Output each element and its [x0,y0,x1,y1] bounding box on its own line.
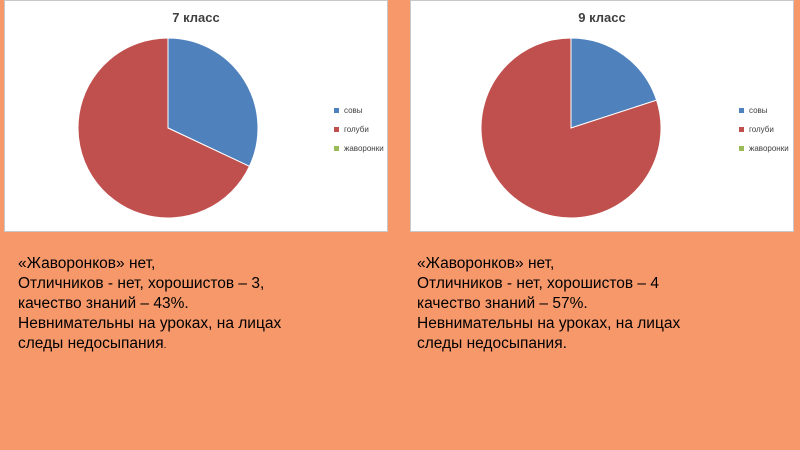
legend-item-pigeons: голуби [334,120,384,139]
caption-text: следы недосыпания [18,335,164,352]
legend-swatch [739,108,744,113]
legend-swatch [334,108,339,113]
legend-label: совы [344,106,363,115]
legend-item-owls: совы [739,101,789,120]
caption-line: «Жаворонков» нет, [18,255,156,272]
slice-pigeons [480,37,662,219]
caption-line: Невнимательны на уроках, на лицах [18,315,282,332]
legend-swatch [334,146,339,151]
legend-label: жаворонки [749,144,789,153]
legend-item-larks: жаворонки [739,139,789,158]
caption-line: Невнимательны на уроках, на лицах [417,315,681,332]
legend-swatch [739,146,744,151]
caption-period: . [163,340,167,351]
caption-7-class: «Жаворонков» нет, Отличников - нет, хоро… [18,254,281,356]
chart-panel-9-class: 9 класс совы голуби жаворонки [410,0,794,232]
legend-swatch [739,127,744,132]
caption-line: следы недосыпания. [18,334,281,356]
legend-item-pigeons: голуби [739,120,789,139]
caption-line: Отличников - нет, хорошистов – 4 [417,275,659,292]
legend: совы голуби жаворонки [739,101,789,158]
slice-owls [570,37,658,129]
legend-label: совы [749,106,768,115]
legend-label: голуби [749,125,774,134]
caption-line: Отличников - нет, хорошистов – 3, [18,275,265,292]
caption-line: качество знаний – 57%. [417,295,588,312]
caption-9-class: «Жаворонков» нет, Отличников - нет, хоро… [417,254,680,354]
legend-swatch [334,127,339,132]
slice-owls [167,37,259,167]
legend-label: голуби [344,125,369,134]
caption-line: качество знаний – 43%. [18,295,189,312]
pie-chart-7-class [77,37,259,219]
chart-panel-7-class: 7 класс совы голуби жаворонки [4,0,388,232]
chart-title: 9 класс [578,10,626,25]
caption-line: следы недосыпания. [417,335,567,352]
slice-pigeons [77,37,251,219]
caption-line: «Жаворонков» нет, [417,255,555,272]
legend-item-owls: совы [334,101,384,120]
legend: совы голуби жаворонки [334,101,384,158]
legend-item-larks: жаворонки [334,139,384,158]
pie-chart-9-class [480,37,662,219]
chart-title: 7 класс [172,10,220,25]
legend-label: жаворонки [344,144,384,153]
